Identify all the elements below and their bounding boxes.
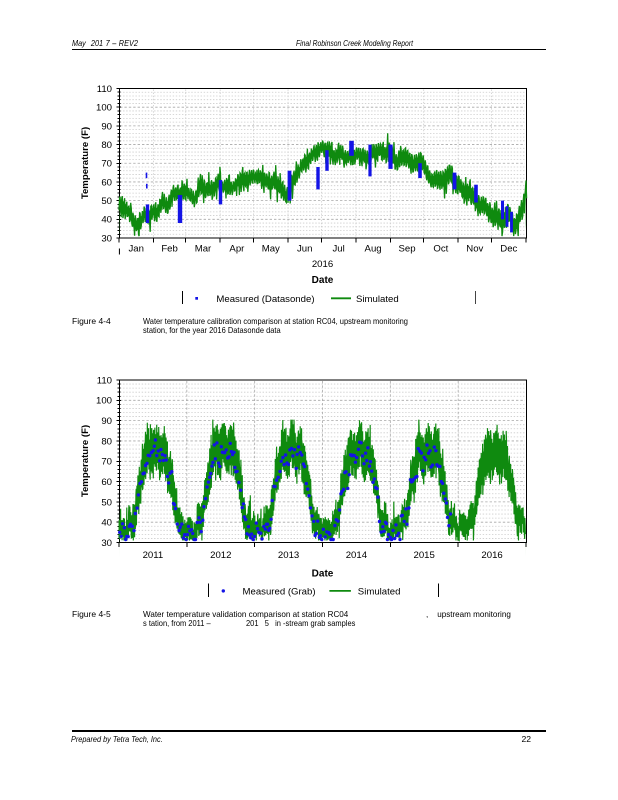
- svg-text:2016: 2016: [481, 550, 502, 561]
- svg-text:May: May: [262, 244, 280, 255]
- svg-text:70: 70: [101, 457, 112, 468]
- svg-text:90: 90: [101, 121, 112, 132]
- svg-text:100: 100: [96, 396, 112, 407]
- svg-text:100: 100: [96, 103, 112, 114]
- svg-text:Sep: Sep: [398, 244, 415, 255]
- svg-text:2014: 2014: [346, 550, 368, 561]
- svg-text:2015: 2015: [414, 550, 435, 561]
- svg-text:70: 70: [101, 159, 112, 170]
- svg-text:Mar: Mar: [195, 244, 212, 255]
- svg-text:2012: 2012: [210, 550, 231, 561]
- svg-text:Simulated: Simulated: [356, 294, 399, 305]
- svg-text:110: 110: [97, 375, 112, 386]
- svg-text:40: 40: [101, 215, 112, 226]
- svg-text:Dec: Dec: [500, 244, 517, 255]
- svg-text:80: 80: [101, 140, 112, 151]
- svg-text:110: 110: [97, 84, 112, 95]
- svg-text:60: 60: [101, 177, 112, 188]
- svg-text:90: 90: [101, 416, 112, 427]
- svg-text:2016: 2016: [312, 259, 333, 270]
- svg-text:2013: 2013: [278, 550, 299, 561]
- svg-text:80: 80: [101, 436, 112, 447]
- svg-text:30: 30: [101, 233, 112, 244]
- svg-text:Aug: Aug: [365, 244, 382, 255]
- svg-text:30: 30: [101, 538, 112, 549]
- svg-text:40: 40: [101, 518, 112, 529]
- svg-text:Measured (Datasonde): Measured (Datasonde): [216, 294, 314, 305]
- svg-text:Date: Date: [312, 569, 334, 580]
- svg-text:2011: 2011: [143, 550, 164, 561]
- svg-text:Date: Date: [312, 275, 334, 286]
- svg-text:Temperature (F): Temperature (F): [80, 425, 91, 497]
- svg-text:Oct: Oct: [433, 244, 448, 255]
- svg-text:Feb: Feb: [161, 244, 178, 255]
- svg-text:Nov: Nov: [466, 244, 483, 255]
- svg-text:Temperature (F): Temperature (F): [80, 127, 91, 199]
- svg-text:50: 50: [101, 497, 112, 508]
- svg-text:60: 60: [101, 477, 112, 488]
- svg-text:Jun: Jun: [297, 244, 312, 255]
- svg-text:Measured (Grab): Measured (Grab): [243, 586, 316, 597]
- svg-text:Apr: Apr: [229, 244, 245, 255]
- svg-text:Jul: Jul: [332, 244, 344, 255]
- svg-text:50: 50: [101, 196, 112, 207]
- svg-text:Simulated: Simulated: [358, 586, 401, 597]
- svg-text:Jan: Jan: [128, 244, 143, 255]
